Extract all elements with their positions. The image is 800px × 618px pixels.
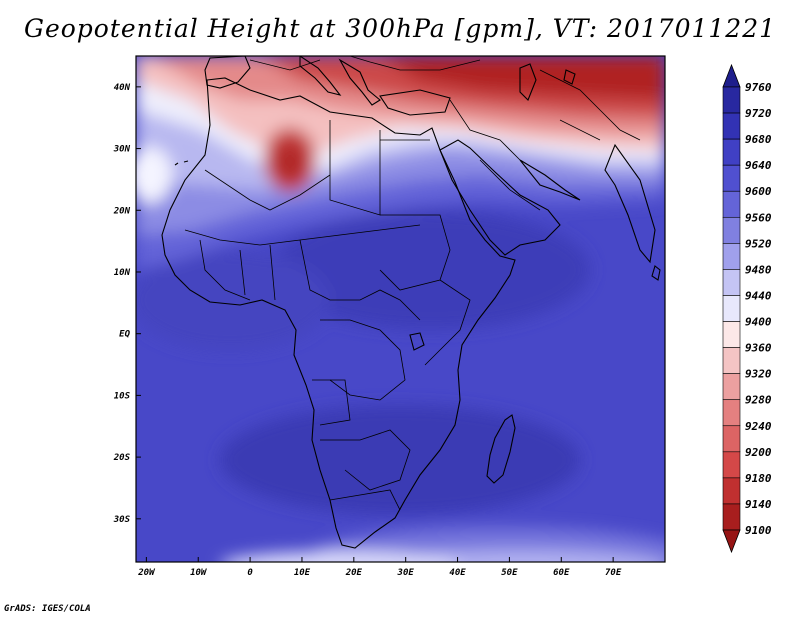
colorbar-segment (722, 347, 741, 374)
india-coastline (604, 143, 656, 264)
colorbar-segment (722, 321, 741, 348)
colorbar-label: 9640 (745, 159, 772, 172)
persian-gulf-coastline (519, 159, 581, 201)
caspian-coastline (519, 63, 537, 101)
border-congo (320, 319, 406, 401)
colorbar-label: 9240 (745, 420, 772, 433)
x-tick-label: 50E (501, 568, 518, 578)
colorbar-label: 9560 (745, 211, 772, 224)
y-tick-label: 10N (114, 268, 131, 278)
border-central-asia (539, 69, 641, 141)
coastlines (161, 56, 661, 549)
colorbar-segment (722, 425, 741, 453)
balkans-coastline (338, 58, 381, 106)
colorbar-label: 9760 (745, 81, 772, 94)
colorbar-segment (722, 138, 741, 166)
border-libya-egypt (329, 120, 430, 216)
border-angola (312, 379, 351, 426)
colorbar-label: 9180 (745, 472, 772, 485)
italy-coastline (299, 56, 342, 96)
colorbar-segment (722, 216, 741, 244)
x-tick-label: 10W (190, 568, 208, 578)
border-sudan (379, 214, 451, 291)
colorbar-label: 9360 (745, 342, 772, 355)
y-tick-label: 40N (114, 83, 131, 93)
colorbar-segment (722, 190, 741, 218)
colorbar-label: 9320 (745, 368, 772, 381)
colorbar-label: 9140 (745, 498, 772, 511)
x-tick-label: 70E (605, 568, 622, 578)
field-blue-west (136, 250, 330, 350)
colorbar-label: 9680 (745, 133, 772, 146)
geopotential-field (136, 56, 665, 562)
border-southern-africa (320, 429, 411, 491)
colorbar-segment (722, 269, 741, 296)
x-tick-label: 40E (449, 568, 466, 578)
x-axis: 20W 10W 0 10E 20E 30E 40E 50E 60E 70E (137, 557, 622, 578)
field-deep-blue-south (220, 405, 580, 515)
colorbar-label: 9200 (745, 446, 772, 459)
colorbar-segment (722, 477, 741, 505)
colorbar-label: 9720 (745, 107, 772, 120)
y-tick-label: 20S (113, 453, 131, 463)
madagascar-coastline (486, 414, 516, 484)
lake-victoria-coastline (409, 332, 425, 351)
field-band-south-9480 (378, 550, 662, 562)
canary-islands-coastline (174, 160, 189, 166)
y-tick-label: 20N (113, 206, 131, 216)
y-tick-label: 30S (113, 515, 131, 525)
y-tick-label: EQ (119, 330, 130, 340)
plot-frame (135, 55, 666, 563)
colorbar-bottom-arrow (722, 529, 741, 554)
colorbar-segment (722, 164, 741, 192)
anatolia-coastline (379, 89, 451, 116)
field-low-core (276, 144, 304, 180)
border-west-africa (199, 239, 276, 301)
border-central-africa (299, 239, 421, 321)
colorbar-segment (722, 399, 741, 427)
x-tick-label: 30E (397, 568, 415, 578)
x-tick-label: 20W (137, 568, 156, 578)
grads-credit: GrADS: IGES/COLA (4, 604, 91, 614)
colorbar-segment (722, 86, 741, 114)
field-high-west (136, 147, 172, 203)
field-band-south-9440 (222, 551, 458, 562)
border-europe (249, 56, 481, 71)
colorbar-segment (722, 295, 741, 322)
colorbar-label: 9480 (745, 263, 772, 276)
aral-sea-coastline (563, 69, 576, 85)
political-borders (184, 56, 641, 511)
africa-coastline (161, 77, 516, 549)
colorbar-top-arrow (722, 63, 741, 88)
colorbar-label: 9600 (745, 185, 772, 198)
colorbar-segment (722, 503, 741, 531)
colorbar-label: 9100 (745, 524, 772, 537)
colorbar-label: 9280 (745, 394, 772, 407)
y-tick-label: 30N (113, 145, 131, 155)
border-south-africa (329, 489, 401, 511)
colorbar-label: 9440 (745, 289, 772, 302)
colorbar-segment (722, 112, 741, 140)
arabia-coastline (439, 139, 561, 256)
x-tick-label: 20E (345, 568, 363, 578)
colorbar-label: 9520 (745, 237, 772, 250)
border-middle-east (449, 99, 541, 211)
x-tick-label: 10E (294, 568, 311, 578)
sri-lanka-coastline (651, 265, 661, 281)
x-tick-label: 60E (553, 568, 570, 578)
chart-title: Geopotential Height at 300hPa [gpm], VT:… (23, 14, 777, 43)
iberia-coastline (204, 56, 251, 89)
border-east-africa (424, 279, 471, 366)
colorbar-segment (722, 243, 741, 270)
border-mali-algeria (204, 169, 331, 211)
colorbar-segment (722, 451, 741, 479)
colorbar: 9760 9720 9680 9640 9600 9560 9520 9480 9440 9400… (722, 63, 772, 554)
x-tick-label: 0 (247, 568, 253, 578)
y-tick-label: 10S (114, 391, 131, 401)
colorbar-segment (722, 373, 741, 401)
colorbar-label: 9400 (745, 316, 772, 329)
y-axis: 40N 30N 20N 10N EQ 10S 20S 30S (113, 83, 141, 525)
